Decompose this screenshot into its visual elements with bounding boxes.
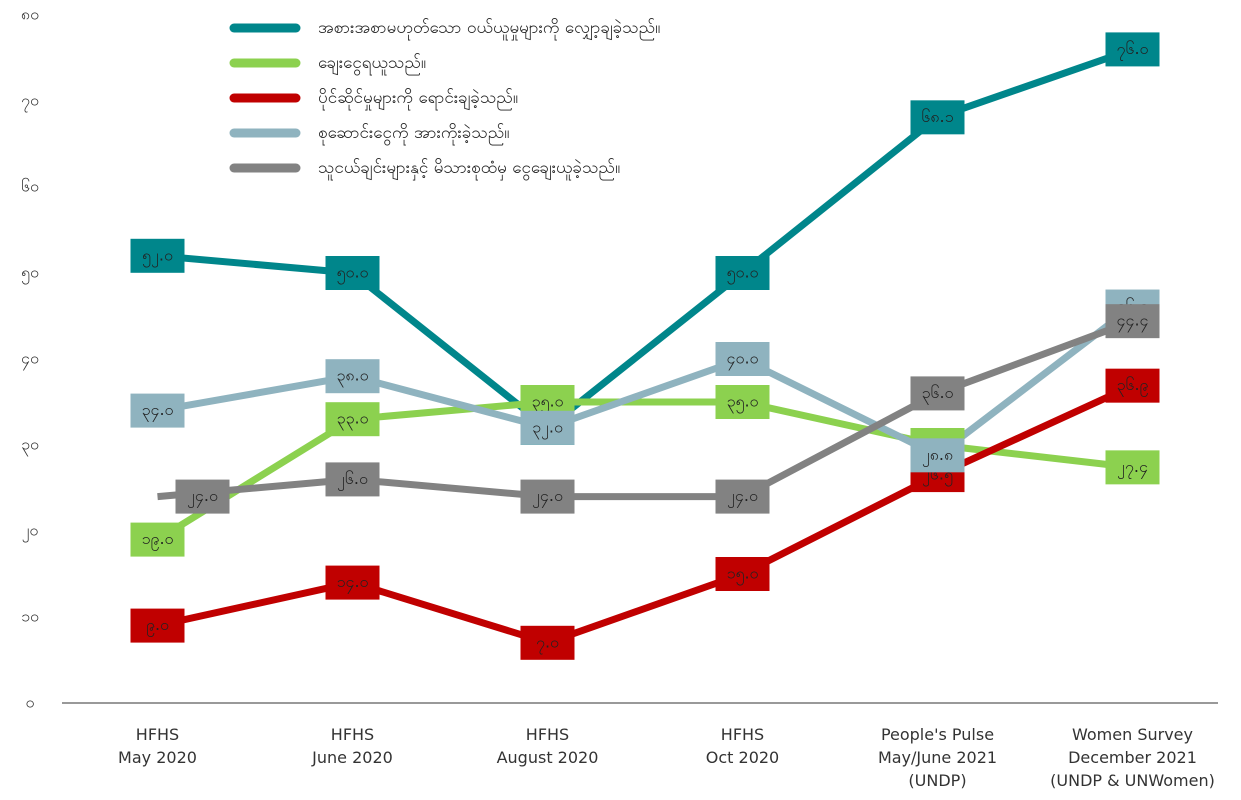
- legend-label: ပိုင်ဆိုင်မှုများကို ရောင်းချခဲ့သည်။: [318, 88, 518, 111]
- value-label: ၂၄.၀: [532, 486, 563, 508]
- x-tick-line: June 2020: [311, 748, 393, 767]
- value-label-box: [130, 522, 185, 557]
- value-label-box: [520, 625, 575, 660]
- x-tick-line: (UNDP): [908, 771, 966, 790]
- value-label-box: [175, 479, 230, 514]
- x-tick-line: HFHS: [526, 725, 569, 744]
- value-label-box: [910, 376, 965, 411]
- series-line: [157, 317, 1134, 501]
- value-label: ၃၅.၀: [726, 392, 758, 414]
- value-label: ၂၄.၀: [187, 486, 218, 508]
- x-tick-line: Oct 2020: [706, 748, 779, 767]
- x-tick-label: People's Pulse May/June 2021 (UNDP): [878, 725, 997, 790]
- value-label: ၁၅.၀: [726, 564, 758, 586]
- series-line: [156, 382, 1134, 647]
- x-tick-label: HFHS June 2020: [311, 725, 393, 767]
- x-tick-line: HFHS: [721, 725, 764, 744]
- value-label: ၄၀.၀: [726, 349, 758, 371]
- x-tick-line: (UNDP & UNWomen): [1050, 771, 1215, 790]
- legend-label: အစားအစာမဟုတ်သော ဝယ်ယူမှုများကို လျှော့ချ…: [318, 18, 660, 41]
- y-tick-label: ၈၀: [21, 5, 39, 24]
- x-tick-line: May/June 2021: [878, 748, 997, 767]
- value-label: ၂၇.၄: [1117, 457, 1148, 479]
- value-label: ၃၈.၀: [336, 366, 368, 388]
- x-tick-line: May 2020: [118, 748, 197, 767]
- y-tick-label: ၁၀: [21, 607, 39, 626]
- value-label: ၃၂.၀: [532, 417, 563, 439]
- value-label: ၄၄.၄: [1116, 311, 1148, 333]
- x-tick-line: August 2020: [497, 748, 599, 767]
- series-line: [157, 46, 1134, 432]
- legend-label: ချေးငွေရယူသည်။: [318, 53, 426, 76]
- y-tick-label: ၃၀: [21, 435, 39, 457]
- value-label-box: [1105, 32, 1160, 67]
- value-label: ၆၈.၁: [921, 107, 953, 126]
- value-label-box: [1105, 450, 1160, 485]
- value-label-box: [520, 410, 575, 445]
- value-label-box: [910, 438, 965, 473]
- series-line: [155, 398, 1133, 543]
- value-label: ၉.၀: [146, 615, 169, 637]
- x-tick-line: People's Pulse: [881, 725, 994, 744]
- value-label-box: [715, 256, 770, 290]
- value-label-box: [325, 402, 380, 437]
- x-tick-line: Women Survey: [1072, 725, 1193, 744]
- value-label-box: [130, 608, 185, 643]
- value-label: ၅၂.၀: [142, 245, 173, 267]
- value-label-box: [325, 359, 380, 394]
- value-label-box: [130, 393, 185, 428]
- x-tick-label: Women Survey December 2021 (UNDP & UNWomen…: [1050, 725, 1215, 790]
- value-label: ၃၃.၀: [336, 409, 368, 431]
- y-tick-label: ၆၀: [21, 177, 39, 196]
- value-label-box: [1105, 304, 1160, 339]
- y-tick-label: ၇၀: [21, 91, 39, 113]
- value-label-box: [325, 565, 380, 600]
- x-tick-label: HFHS May 2020: [118, 725, 197, 767]
- value-label: ၃၆.၀: [921, 383, 953, 405]
- value-label-box: [130, 238, 185, 273]
- x-tick-label: HFHS Oct 2020: [706, 725, 779, 767]
- value-label: ၃၅.၀: [531, 392, 563, 414]
- value-label: ၅၀.၀: [336, 263, 368, 285]
- value-label: ၅၀.၀: [726, 263, 758, 285]
- value-label: ၁၄.၀: [336, 572, 368, 594]
- value-label-box: [910, 100, 965, 135]
- value-label-box: [520, 479, 575, 514]
- value-label: ၂၄.၀: [727, 486, 758, 508]
- value-label: ၂၆.၀: [337, 469, 368, 491]
- x-tick-line: HFHS: [136, 725, 179, 744]
- value-label-box: [325, 462, 380, 497]
- value-label-box: [715, 342, 770, 376]
- value-label-box: [1105, 368, 1160, 403]
- legend-label: စုဆောင်းငွေကို အားကိုးခဲ့သည်။: [318, 123, 509, 146]
- value-label-box: [715, 385, 770, 419]
- value-label: ၁၉.၀: [141, 529, 173, 551]
- series-line: [156, 303, 1135, 459]
- y-tick-label: ၂၀: [22, 521, 39, 543]
- value-label-box: [715, 479, 770, 514]
- value-label: ၇၆.၀: [1116, 39, 1148, 61]
- x-tick-line: HFHS: [331, 725, 374, 744]
- value-label: ၃၆.၉: [1116, 375, 1148, 397]
- value-label: ၇.၀: [536, 632, 559, 654]
- y-tick-label: ၅၀: [21, 263, 39, 285]
- y-tick-label: ၀: [26, 693, 35, 712]
- value-label-box: [715, 557, 770, 591]
- y-tick-label: ၄၀: [21, 349, 39, 371]
- x-tick-line: December 2021: [1068, 748, 1197, 767]
- value-label: ၂၈.၈: [922, 445, 953, 467]
- x-tick-label: HFHS August 2020: [497, 725, 599, 767]
- value-label-box: [325, 256, 380, 290]
- value-label: ၃၄.၀: [141, 400, 173, 422]
- legend-label: သူငယ်ချင်းများနှင့် မိသားစုထံမှ ငွေချေးယ…: [318, 158, 620, 181]
